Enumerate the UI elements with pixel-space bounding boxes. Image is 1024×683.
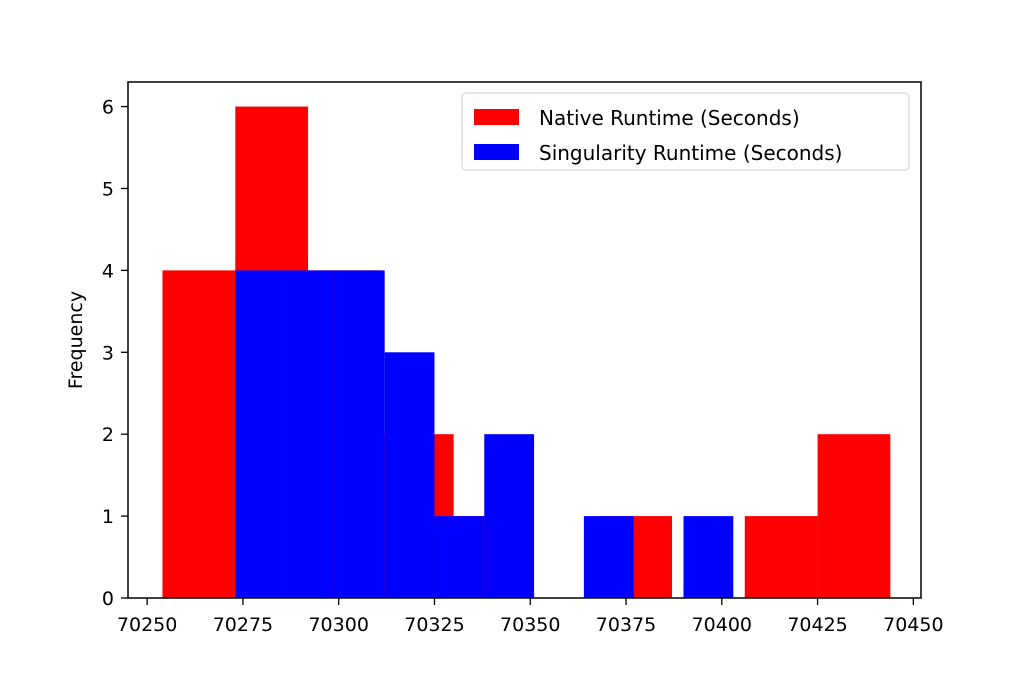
y-tick-label: 1: [102, 506, 114, 528]
x-tick-label: 70325: [404, 614, 464, 636]
histogram-bar: [384, 352, 435, 598]
y-tick-label: 3: [102, 342, 114, 364]
x-tick-label: 70300: [308, 614, 368, 636]
y-axis-label: Frequency: [65, 291, 87, 389]
histogram-bar: [583, 516, 634, 598]
y-tick-label: 0: [102, 588, 114, 610]
x-tick-label: 70450: [883, 614, 943, 636]
legend-label: Native Runtime (Seconds): [539, 106, 800, 130]
y-tick-label: 6: [102, 97, 114, 119]
histogram-bar: [683, 516, 734, 598]
histogram-bar: [285, 270, 335, 598]
histogram-bar: [484, 434, 535, 598]
x-tick-label: 70250: [117, 614, 177, 636]
legend-swatch: [474, 109, 519, 125]
histogram-bar: [434, 516, 485, 598]
legend: Native Runtime (Seconds) Singularity Runt…: [461, 92, 910, 171]
y-tick-label: 4: [102, 260, 114, 282]
histogram-bar: [235, 270, 286, 598]
histogram-bar: [744, 516, 818, 598]
histogram-bar: [334, 270, 385, 598]
plot-frame: [127, 81, 922, 599]
x-tick-label: 70350: [500, 614, 560, 636]
x-tick-label: 70400: [692, 614, 752, 636]
x-axis: 70250 70275 70300 70325 70350 70375 70400 70425…: [117, 598, 944, 636]
legend-label: Singularity Runtime (Seconds): [539, 141, 842, 165]
x-tick-label: 70375: [596, 614, 656, 636]
histogram-bar: [162, 270, 236, 598]
x-tick-label: 70425: [787, 614, 847, 636]
y-tick-label: 5: [102, 178, 114, 200]
y-tick-label: 2: [102, 424, 114, 446]
legend-swatch: [474, 144, 519, 160]
y-axis: 0 1 2 3 4 5 6: [102, 97, 128, 610]
bars-layer: [162, 106, 891, 599]
legend-box: [461, 92, 910, 171]
histogram-bar: [817, 434, 891, 598]
x-tick-label: 70275: [213, 614, 273, 636]
series-2-bars: [235, 270, 734, 598]
